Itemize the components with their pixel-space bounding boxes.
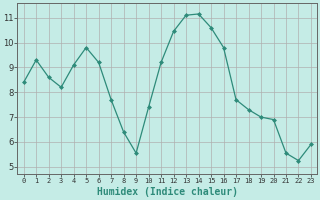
X-axis label: Humidex (Indice chaleur): Humidex (Indice chaleur) (97, 187, 238, 197)
